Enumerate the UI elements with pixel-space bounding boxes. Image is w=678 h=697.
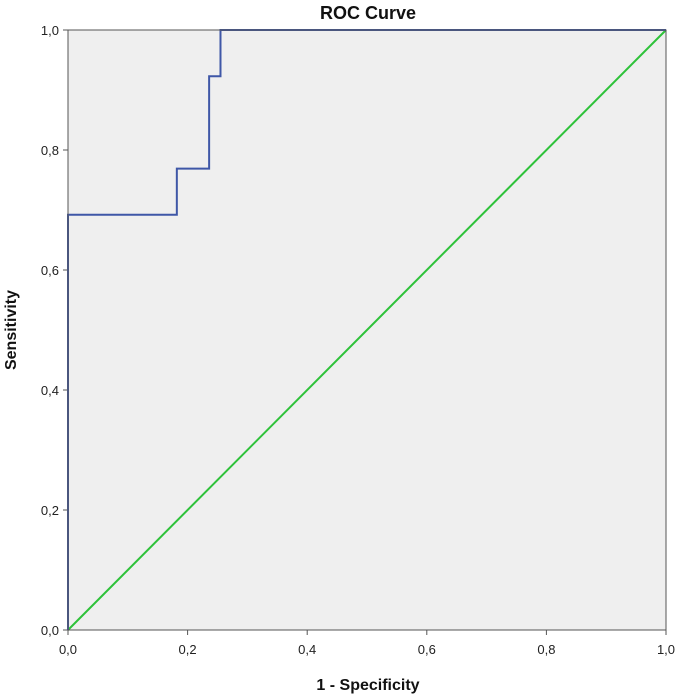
y-tick-label: 0,6 — [41, 263, 59, 278]
y-tick-labels: 0,0 0,2 0,4 0,6 0,8 1,0 — [41, 23, 59, 638]
x-tick-label: 0,4 — [298, 642, 316, 657]
x-tick-label: 0,8 — [537, 642, 555, 657]
reference-line — [67, 29, 667, 631]
y-tick-label: 0,0 — [41, 623, 59, 638]
x-tick-labels: 0,0 0,2 0,4 0,6 0,8 1,0 — [59, 642, 675, 657]
roc-curve-line — [67, 29, 666, 630]
y-tick-label: 0,8 — [41, 143, 59, 158]
plot-border — [67, 29, 667, 631]
x-tick-label: 0,6 — [418, 642, 436, 657]
y-tick-label: 0,4 — [41, 383, 59, 398]
x-tick-label: 0,2 — [179, 642, 197, 657]
y-axis-label: Sensitivity — [3, 290, 20, 370]
x-axis-label: 1 - Specificity — [316, 677, 419, 694]
chart-title: ROC Curve — [320, 3, 416, 23]
series-layer — [67, 29, 667, 631]
y-tick-label: 1,0 — [41, 23, 59, 38]
x-tick-label: 1,0 — [657, 642, 675, 657]
y-tick-label: 0,2 — [41, 503, 59, 518]
x-tick-label: 0,0 — [59, 642, 77, 657]
